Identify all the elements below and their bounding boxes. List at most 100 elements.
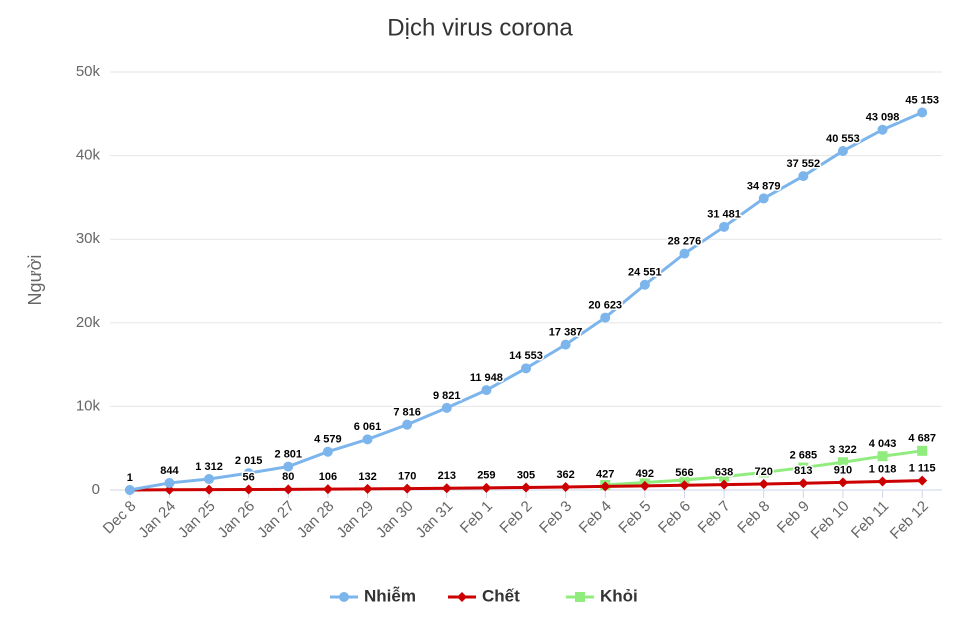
legend-label[interactable]: Chết bbox=[482, 586, 520, 605]
data-point bbox=[124, 484, 135, 495]
data-label: 14 553 bbox=[509, 350, 543, 362]
data-point bbox=[877, 476, 888, 487]
legend-label[interactable]: Nhiễm bbox=[364, 586, 416, 605]
data-label: 28 276 bbox=[668, 236, 702, 248]
y-tick-label: 50k bbox=[76, 63, 101, 80]
chart-title: Dịch virus corona bbox=[387, 14, 573, 41]
data-label: 1 018 bbox=[869, 463, 897, 475]
data-label: 213 bbox=[438, 470, 456, 482]
legend-marker bbox=[457, 592, 467, 602]
data-point bbox=[243, 468, 254, 479]
data-point bbox=[639, 279, 650, 290]
data-label: 2 015 bbox=[235, 455, 263, 467]
data-label: 4 687 bbox=[908, 433, 936, 445]
data-point bbox=[837, 477, 848, 488]
x-tick-label: Dec 8 bbox=[100, 498, 140, 538]
data-point bbox=[362, 483, 373, 494]
x-tick-label: Jan 24 bbox=[135, 498, 179, 542]
data-point bbox=[758, 478, 769, 489]
data-point bbox=[441, 402, 452, 413]
data-label: 1 115 bbox=[909, 463, 936, 475]
data-label: 7 816 bbox=[393, 407, 421, 419]
x-tick-label: Feb 4 bbox=[576, 498, 615, 537]
y-tick-label: 10k bbox=[76, 397, 101, 414]
data-label: 427 bbox=[596, 468, 614, 480]
data-point bbox=[521, 363, 531, 374]
data-label: 170 bbox=[398, 470, 416, 482]
data-point bbox=[362, 434, 373, 445]
data-label: 638 bbox=[715, 467, 733, 479]
data-point bbox=[560, 339, 571, 350]
data-label: 24 551 bbox=[628, 267, 662, 279]
x-tick-label: Feb 12 bbox=[887, 498, 932, 543]
data-point bbox=[639, 480, 650, 491]
data-label: 6 061 bbox=[354, 421, 382, 433]
data-point bbox=[798, 478, 809, 489]
data-point bbox=[917, 107, 928, 118]
x-tick-label: Feb 1 bbox=[457, 498, 496, 537]
data-label: 1 bbox=[127, 472, 133, 484]
x-tick-label: Jan 28 bbox=[294, 498, 338, 542]
data-point bbox=[679, 248, 690, 259]
data-point bbox=[917, 475, 928, 486]
data-point bbox=[164, 477, 175, 488]
y-tick-label: 0 bbox=[92, 481, 100, 498]
x-tick-label: Feb 2 bbox=[496, 498, 535, 537]
data-label: 910 bbox=[834, 464, 852, 476]
data-point bbox=[204, 474, 215, 485]
data-label: 56 bbox=[243, 471, 255, 483]
data-label: 362 bbox=[556, 469, 574, 481]
data-label: 720 bbox=[755, 466, 773, 478]
data-label: 43 098 bbox=[866, 112, 900, 124]
x-tick-label: Feb 5 bbox=[615, 498, 654, 537]
data-point bbox=[758, 193, 769, 204]
data-point bbox=[798, 171, 809, 182]
data-point bbox=[837, 457, 848, 468]
data-point bbox=[600, 312, 611, 323]
legend-marker bbox=[339, 592, 349, 602]
data-label: 106 bbox=[319, 471, 337, 483]
data-point bbox=[837, 145, 848, 156]
y-axis-label: Người bbox=[25, 255, 45, 306]
data-point bbox=[402, 419, 413, 430]
x-tick-label: Jan 27 bbox=[254, 498, 298, 542]
data-label: 80 bbox=[282, 471, 294, 483]
data-label: 2 685 bbox=[790, 449, 818, 461]
x-tick-label: Feb 7 bbox=[695, 498, 734, 537]
data-label: 492 bbox=[636, 468, 654, 480]
data-label: 20 623 bbox=[588, 299, 622, 311]
data-label: 259 bbox=[477, 470, 495, 482]
data-label: 813 bbox=[794, 465, 812, 477]
data-point bbox=[204, 484, 215, 495]
x-tick-label: Feb 8 bbox=[734, 498, 773, 537]
legend-marker bbox=[575, 592, 585, 602]
data-point bbox=[798, 462, 809, 473]
y-tick-label: 30k bbox=[76, 230, 101, 247]
x-tick-label: Jan 26 bbox=[214, 498, 258, 542]
data-point bbox=[243, 484, 254, 495]
data-label: 4 579 bbox=[314, 434, 342, 446]
data-point bbox=[877, 451, 888, 462]
data-label: 40 553 bbox=[826, 133, 860, 145]
data-label: 45 153 bbox=[905, 94, 939, 106]
data-point bbox=[481, 482, 492, 493]
data-point bbox=[758, 467, 769, 478]
data-label: 37 552 bbox=[787, 158, 821, 170]
data-point bbox=[322, 484, 333, 495]
data-label: 844 bbox=[160, 465, 179, 477]
data-point bbox=[679, 480, 690, 491]
data-label: 9 821 bbox=[433, 390, 461, 402]
y-tick-label: 40k bbox=[76, 147, 101, 164]
x-tick-label: Jan 29 bbox=[333, 498, 377, 542]
data-point bbox=[560, 481, 571, 492]
data-point bbox=[521, 482, 531, 493]
data-point bbox=[283, 484, 294, 495]
data-label: 34 879 bbox=[747, 180, 781, 192]
legend-label[interactable]: Khỏi bbox=[600, 586, 638, 605]
data-point bbox=[283, 461, 294, 472]
data-label: 1 312 bbox=[195, 461, 223, 473]
data-point bbox=[877, 124, 888, 135]
data-point bbox=[322, 446, 333, 457]
data-label: 17 387 bbox=[549, 327, 583, 339]
